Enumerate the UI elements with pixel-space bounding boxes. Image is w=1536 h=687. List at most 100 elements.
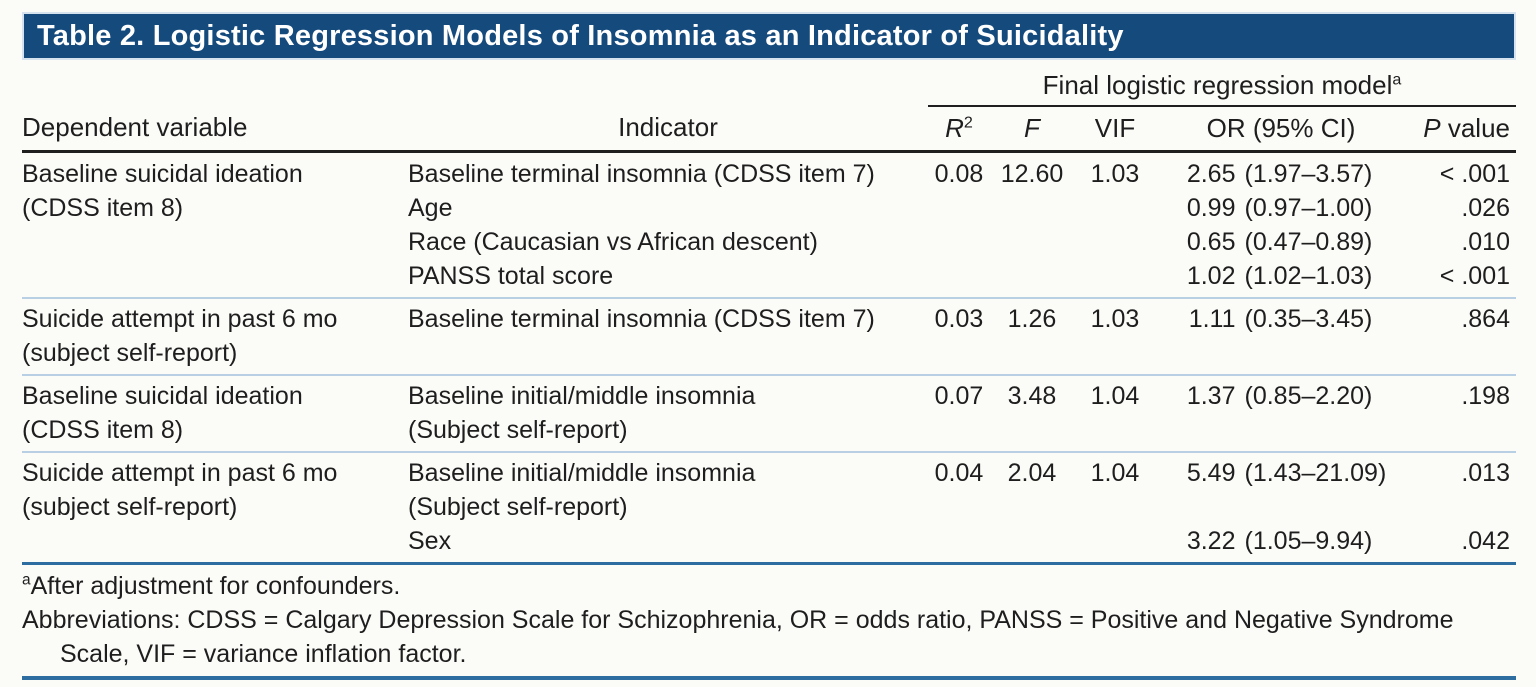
- footnote-a-text: After adjustment for confounders.: [30, 572, 401, 600]
- or-value: 1.11: [1188, 305, 1236, 333]
- cell-r2: 0.07: [928, 374, 990, 413]
- cell-p-value: [1406, 490, 1516, 524]
- cell-or-ci: 1.37 (0.85–2.20): [1156, 374, 1406, 413]
- cell-dependent-variable: [22, 524, 408, 562]
- table-title: Table 2. Logistic Regression Models of I…: [37, 19, 1124, 52]
- ci-value: (1.02–1.03): [1244, 262, 1373, 290]
- cell-f: [990, 490, 1074, 524]
- cell-dependent-variable: [22, 259, 408, 298]
- cell-p-value: .010: [1461, 228, 1510, 256]
- cell-r2: [928, 336, 990, 375]
- ci-value: (1.43–21.09): [1244, 459, 1387, 487]
- cell-f: [990, 524, 1074, 562]
- col-indicator: Indicator: [408, 106, 928, 153]
- table-row: (CDSS item 8) Age 0.99 (0.97–1.00) .026: [22, 191, 1516, 225]
- col-p-value: P value: [1406, 106, 1516, 153]
- cell-r2: 0.08: [934, 160, 984, 188]
- ci-value: (0.35–3.45): [1244, 305, 1373, 333]
- column-header-row: Dependent variable Indicator R2 F VIF OR…: [22, 106, 1516, 153]
- regression-table: Final logistic regression modela Depende…: [22, 66, 1516, 562]
- abbreviations-line-1: Abbreviations: CDSS = Calgary Depression…: [22, 606, 1454, 634]
- abbreviations-line-2: Scale, VIF = variance inflation factor.: [60, 640, 467, 668]
- table-footnotes: aAfter adjustment for confounders. Abbre…: [22, 562, 1516, 680]
- cell-p-value: [1406, 413, 1516, 452]
- cell-indicator: (Subject self-report): [408, 416, 628, 444]
- cell-dependent-variable: (CDSS item 8): [22, 416, 184, 444]
- table-row: Sex 3.22 (1.05–9.94) .042: [22, 524, 1516, 562]
- cell-dependent-variable: (subject self-report): [22, 493, 238, 521]
- cell-r2: [928, 259, 990, 298]
- cell-p-value: [1406, 336, 1516, 375]
- cell-indicator: PANSS total score: [408, 262, 614, 290]
- cell-f: [990, 413, 1074, 452]
- ci-value: (0.47–0.89): [1244, 228, 1373, 256]
- cell-dependent-variable: Suicide attempt in past 6 mo: [22, 297, 408, 336]
- cell-indicator: Baseline terminal insomnia (CDSS item 7): [408, 297, 928, 336]
- cell-vif: 1.04: [1074, 451, 1156, 490]
- or-value: 5.49: [1186, 459, 1236, 487]
- r2-letter: R: [945, 113, 964, 143]
- cell-or-ci: [1156, 490, 1406, 524]
- ci-value: (0.97–1.00): [1244, 194, 1373, 222]
- cell-vif: 1.03: [1074, 297, 1156, 336]
- cell-or-ci: 0.65 (0.47–0.89): [1156, 225, 1406, 259]
- table-title-bar: Table 2. Logistic Regression Models of I…: [22, 12, 1516, 60]
- table-row: PANSS total score 1.02 (1.02–1.03) < .001: [22, 259, 1516, 298]
- cell-p-value: .013: [1406, 451, 1516, 490]
- cell-r2: [928, 191, 990, 225]
- r2-exponent: 2: [963, 113, 973, 132]
- cell-r2: 0.04: [928, 451, 990, 490]
- cell-indicator: Age: [408, 194, 453, 222]
- cell-p-value: .042: [1461, 527, 1510, 555]
- or-value: 1.02: [1186, 262, 1236, 290]
- cell-p-value: .198: [1406, 374, 1516, 413]
- cell-indicator: Race (Caucasian vs African descent): [408, 228, 818, 256]
- cell-or-ci: [1156, 336, 1406, 375]
- cell-indicator: Sex: [408, 527, 452, 555]
- cell-vif: [1074, 336, 1156, 375]
- cell-r2: [928, 524, 990, 562]
- cell-vif: [1074, 225, 1156, 259]
- cell-or-ci: 1.02 (1.02–1.03): [1156, 259, 1406, 298]
- cell-or-ci: 1.11 (0.35–3.45): [1156, 297, 1406, 336]
- p-value-word: value: [1440, 113, 1510, 143]
- cell-p-value: < .001: [1439, 160, 1510, 188]
- cell-dependent-variable: (CDSS item 8): [22, 194, 184, 222]
- cell-or-ci: [1156, 413, 1406, 452]
- cell-p-value: .864: [1406, 297, 1516, 336]
- table-row: (subject self-report) (Subject self-repo…: [22, 490, 1516, 524]
- or-value: 3.22: [1186, 527, 1236, 555]
- cell-r2: [928, 413, 990, 452]
- cell-vif: [1074, 191, 1156, 225]
- spanner-footnote-marker: a: [1392, 70, 1402, 89]
- cell-vif: 1.03: [1090, 160, 1140, 188]
- table-row: Race (Caucasian vs African descent) 0.65…: [22, 225, 1516, 259]
- or-value: 1.37: [1186, 382, 1236, 410]
- table-row: (CDSS item 8) (Subject self-report): [22, 413, 1516, 452]
- ci-value: (1.05–9.94): [1244, 527, 1373, 555]
- cell-f: 12.60: [1000, 160, 1064, 188]
- p-letter: P: [1423, 113, 1441, 143]
- cell-or-ci: 0.99 (0.97–1.00): [1156, 191, 1406, 225]
- cell-or-ci: 3.22 (1.05–9.94): [1156, 524, 1406, 562]
- cell-dependent-variable: (subject self-report): [22, 339, 238, 367]
- cell-or-ci: 2.65 (1.97–3.57): [1156, 152, 1406, 192]
- ci-value: (0.85–2.20): [1244, 382, 1373, 410]
- cell-p-value: < .001: [1439, 262, 1510, 290]
- cell-f: 3.48: [990, 374, 1074, 413]
- table-row: Baseline suicidal ideation Baseline init…: [22, 374, 1516, 413]
- cell-or-ci: 5.49 (1.43–21.09): [1156, 451, 1406, 490]
- cell-indicator: (Subject self-report): [408, 493, 628, 521]
- footnote-a-marker: a: [22, 571, 31, 589]
- cell-f: [990, 259, 1074, 298]
- cell-indicator: Baseline initial/middle insomnia: [408, 451, 928, 490]
- cell-f: 1.26: [990, 297, 1074, 336]
- spanner-row: Final logistic regression modela: [22, 66, 1516, 107]
- footnote-a: aAfter adjustment for confounders.: [22, 569, 1516, 603]
- cell-indicator: Baseline terminal insomnia (CDSS item 7): [408, 160, 875, 188]
- table-row: Baseline suicidal ideation Baseline term…: [22, 152, 1516, 192]
- cell-indicator: Baseline initial/middle insomnia: [408, 374, 928, 413]
- cell-vif: [1074, 490, 1156, 524]
- cell-r2: [928, 225, 990, 259]
- cell-f: [990, 191, 1074, 225]
